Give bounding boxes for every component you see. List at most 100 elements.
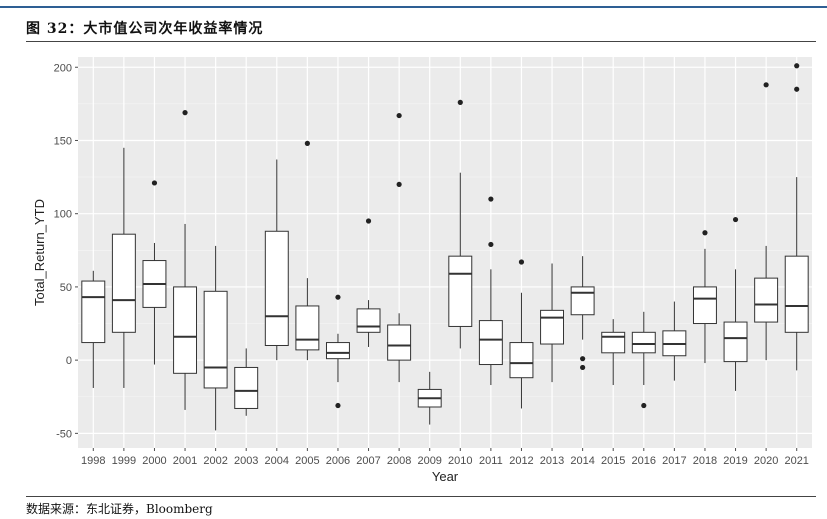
y-tick-label: 0	[66, 355, 72, 367]
x-tick-label: 2004	[265, 455, 289, 467]
outlier-point	[396, 112, 402, 119]
title-rule	[26, 41, 816, 42]
box-2018	[692, 230, 717, 364]
x-axis-title: Year	[432, 469, 459, 484]
x-tick-label: 2012	[509, 455, 533, 467]
outlier-point	[151, 180, 158, 186]
box-iqr	[356, 308, 381, 333]
x-tick-label: 2003	[234, 455, 258, 467]
box-iqr	[723, 321, 748, 363]
outlier-point	[488, 241, 494, 248]
x-tick-label: 1998	[81, 455, 105, 467]
box-iqr	[264, 230, 289, 346]
x-tick-label: 2014	[570, 455, 594, 467]
grid-minor	[78, 103, 812, 398]
x-tick-label: 2017	[662, 455, 686, 467]
x-tick-label: 2021	[784, 455, 808, 467]
outlier-point	[702, 230, 708, 236]
box-iqr	[295, 305, 320, 351]
box-2002	[203, 245, 228, 431]
outlier-point	[518, 259, 525, 265]
x-tick-label: 2013	[540, 455, 564, 467]
y-tick-label: 100	[54, 209, 72, 221]
outlier-point	[182, 110, 188, 116]
y-axis-title: Total_Return_YTD	[32, 199, 47, 306]
x-tick-label: 2010	[448, 455, 472, 467]
boxes-layer	[81, 63, 809, 431]
box-iqr	[692, 286, 717, 325]
box-iqr	[784, 255, 809, 333]
box-1999	[111, 147, 136, 388]
box-iqr	[81, 280, 106, 344]
plot-panel	[78, 57, 812, 448]
x-tick-label: 2000	[142, 455, 166, 467]
box-2015	[601, 319, 626, 386]
outlier-point	[396, 181, 402, 188]
y-tick-label: 50	[60, 282, 72, 294]
box-iqr	[203, 290, 228, 389]
box-2000	[142, 180, 167, 365]
box-2014	[570, 256, 595, 371]
outlier-point	[794, 86, 800, 92]
outlier-point	[488, 196, 494, 202]
box-iqr	[540, 309, 565, 345]
outlier-point	[365, 218, 372, 224]
box-iqr	[234, 366, 259, 409]
outlier-point	[335, 402, 341, 409]
outlier-point	[580, 356, 586, 362]
box-iqr	[631, 331, 656, 354]
box-2004	[264, 159, 289, 361]
box-iqr	[173, 286, 198, 374]
outlier-point	[641, 402, 647, 409]
y-axis: -50 0 50 100 150 200	[54, 62, 78, 440]
source-note: 数据来源：东北证券，Bloomberg	[26, 502, 213, 516]
outlier-point	[763, 82, 769, 88]
y-tick-label: -50	[56, 428, 72, 440]
box-2009	[417, 371, 442, 425]
outlier-point	[794, 63, 800, 69]
x-tick-label: 2005	[295, 455, 319, 467]
y-tick-label: 200	[54, 62, 72, 74]
x-tick-label: 1999	[112, 455, 136, 467]
box-2012	[509, 259, 534, 409]
box-2005	[295, 140, 320, 361]
x-tick-label: 2018	[693, 455, 717, 467]
box-2020	[754, 82, 779, 361]
box-iqr	[387, 324, 412, 361]
outlier-point	[580, 364, 586, 371]
top-rule	[0, 6, 827, 8]
x-axis: 1998 1999 2000 2001 2002 2003 2004 2005 2006 2007…	[81, 448, 809, 467]
outlier-point	[457, 99, 463, 105]
x-tick-label: 2009	[417, 455, 441, 467]
x-tick-label: 2020	[754, 455, 778, 467]
box-iqr	[448, 255, 473, 327]
x-tick-label: 2007	[356, 455, 380, 467]
box-2010	[448, 99, 473, 349]
bottom-rule	[26, 496, 816, 497]
box-iqr	[478, 320, 503, 366]
box-2001	[173, 110, 198, 410]
box-iqr	[570, 286, 595, 316]
box-1998	[81, 270, 106, 388]
box-2006	[325, 294, 350, 409]
box-2007	[356, 218, 381, 347]
x-tick-label: 2016	[632, 455, 656, 467]
box-iqr	[111, 233, 136, 333]
figure-title: 图 32：大市值公司次年收益率情况	[26, 21, 264, 37]
box-2008	[387, 112, 412, 383]
x-tick-label: 2002	[203, 455, 227, 467]
box-2019	[723, 216, 748, 391]
outlier-point	[732, 216, 739, 223]
x-tick-label: 2001	[173, 455, 197, 467]
x-tick-label: 2011	[479, 455, 503, 467]
outlier-point	[335, 294, 341, 300]
box-2016	[631, 311, 656, 409]
box-iqr	[509, 342, 534, 379]
box-2021	[784, 63, 809, 371]
x-tick-label: 2019	[723, 455, 747, 467]
x-tick-label: 2006	[326, 455, 350, 467]
box-iqr	[754, 277, 779, 323]
grid-major	[78, 57, 812, 448]
box-2003	[234, 348, 259, 416]
